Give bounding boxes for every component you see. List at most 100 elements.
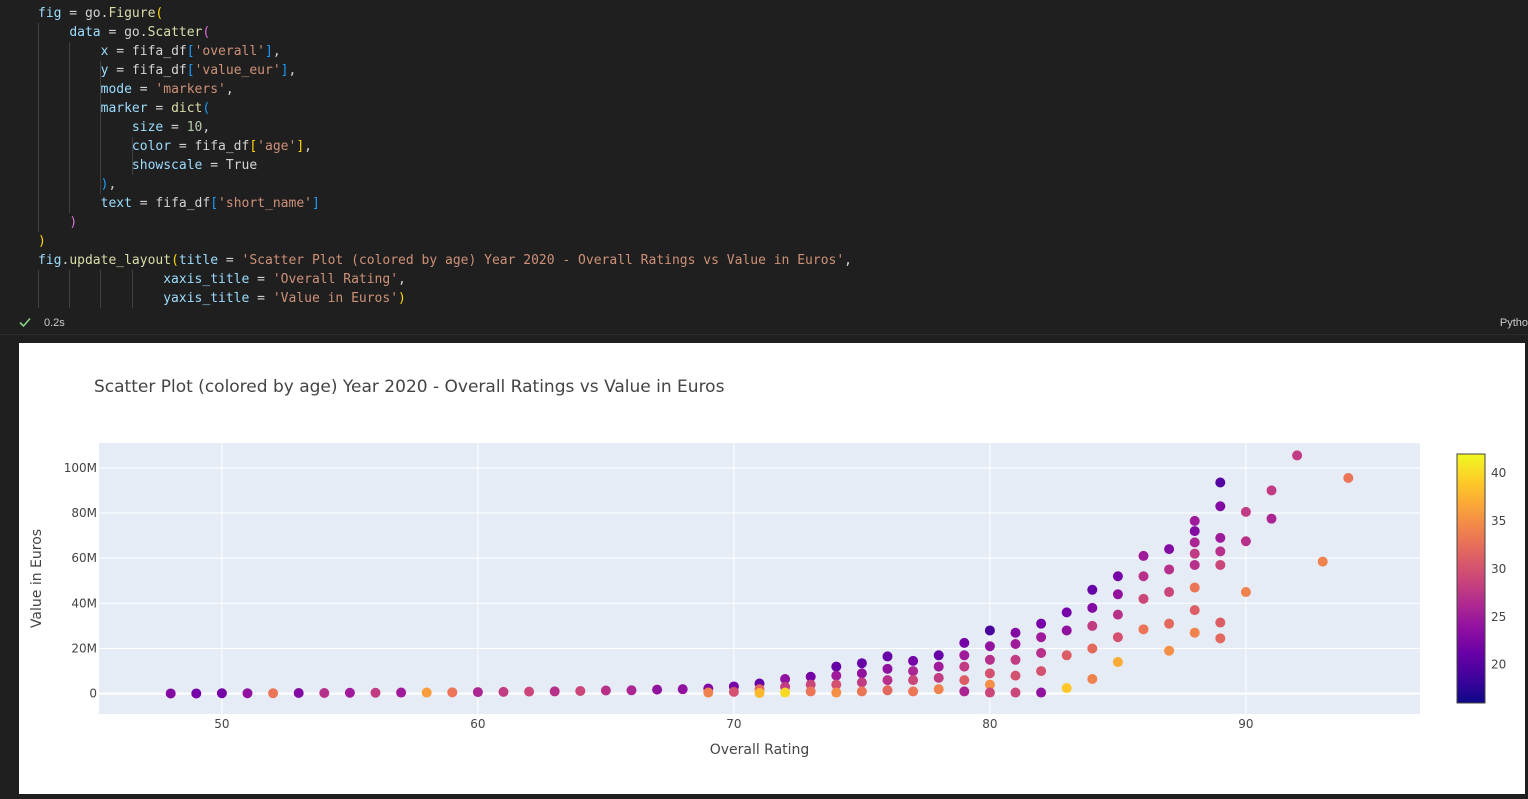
data-point[interactable] bbox=[856, 686, 867, 697]
data-point[interactable] bbox=[421, 687, 432, 698]
data-point[interactable] bbox=[524, 686, 535, 697]
data-point[interactable] bbox=[1266, 485, 1277, 496]
data-point[interactable] bbox=[1112, 609, 1123, 620]
data-point[interactable] bbox=[908, 655, 919, 666]
data-point[interactable] bbox=[856, 668, 867, 679]
data-point[interactable] bbox=[1036, 618, 1047, 629]
data-point[interactable] bbox=[498, 686, 509, 697]
plot-area[interactable] bbox=[99, 443, 1420, 714]
data-point[interactable] bbox=[1087, 584, 1098, 595]
colorbar[interactable] bbox=[1456, 453, 1486, 704]
code-line[interactable]: xaxis_title = 'Overall Rating', bbox=[38, 270, 406, 289]
data-point[interactable] bbox=[1164, 544, 1175, 555]
code-line[interactable]: ), bbox=[38, 175, 117, 194]
code-line[interactable]: ) bbox=[38, 232, 46, 251]
data-point[interactable] bbox=[984, 668, 995, 679]
code-line[interactable]: text = fifa_df['short_name'] bbox=[38, 194, 320, 213]
code-line[interactable]: y = fifa_df['value_eur'], bbox=[38, 61, 297, 80]
data-point[interactable] bbox=[1112, 632, 1123, 643]
data-point[interactable] bbox=[1061, 683, 1072, 694]
data-point[interactable] bbox=[1164, 645, 1175, 656]
data-point[interactable] bbox=[1189, 548, 1200, 559]
data-point[interactable] bbox=[319, 687, 330, 698]
data-point[interactable] bbox=[575, 685, 586, 696]
data-point[interactable] bbox=[1189, 559, 1200, 570]
plotly-output[interactable]: Scatter Plot (colored by age) Year 2020 … bbox=[19, 343, 1525, 794]
data-point[interactable] bbox=[959, 675, 970, 686]
data-point[interactable] bbox=[344, 687, 355, 698]
code-line[interactable]: size = 10, bbox=[38, 118, 210, 137]
data-point[interactable] bbox=[1292, 450, 1303, 461]
data-point[interactable] bbox=[1240, 587, 1251, 598]
data-point[interactable] bbox=[1138, 624, 1149, 635]
data-point[interactable] bbox=[447, 687, 458, 698]
data-point[interactable] bbox=[1010, 627, 1021, 638]
data-point[interactable] bbox=[882, 685, 893, 696]
code-line[interactable]: x = fifa_df['overall'], bbox=[38, 42, 281, 61]
data-point[interactable] bbox=[1138, 550, 1149, 561]
data-point[interactable] bbox=[831, 670, 842, 681]
data-point[interactable] bbox=[1087, 673, 1098, 684]
data-point[interactable] bbox=[780, 687, 791, 698]
data-point[interactable] bbox=[1215, 559, 1226, 570]
code-cell[interactable]: fig = go.Figure( data = go.Scatter( x = … bbox=[0, 0, 1528, 335]
data-point[interactable] bbox=[1189, 605, 1200, 616]
data-point[interactable] bbox=[882, 651, 893, 662]
code-editor[interactable]: fig = go.Figure( data = go.Scatter( x = … bbox=[0, 0, 1528, 312]
data-point[interactable] bbox=[396, 687, 407, 698]
data-point[interactable] bbox=[1164, 564, 1175, 575]
data-point[interactable] bbox=[1215, 477, 1226, 488]
data-point[interactable] bbox=[472, 687, 483, 698]
data-point[interactable] bbox=[728, 686, 739, 697]
data-point[interactable] bbox=[293, 687, 304, 698]
data-point[interactable] bbox=[1189, 526, 1200, 537]
code-line[interactable]: fig = go.Figure( bbox=[38, 4, 163, 23]
data-point[interactable] bbox=[1010, 654, 1021, 665]
data-point[interactable] bbox=[1189, 582, 1200, 593]
kernel-label[interactable]: Pytho bbox=[1499, 317, 1528, 329]
data-point[interactable] bbox=[882, 675, 893, 686]
data-point[interactable] bbox=[933, 650, 944, 661]
data-point[interactable] bbox=[703, 687, 714, 698]
data-point[interactable] bbox=[959, 686, 970, 697]
data-point[interactable] bbox=[984, 679, 995, 690]
data-point[interactable] bbox=[959, 650, 970, 661]
data-point[interactable] bbox=[1036, 632, 1047, 643]
code-line[interactable]: fig.update_layout(title = 'Scatter Plot … bbox=[38, 251, 852, 270]
data-point[interactable] bbox=[1138, 571, 1149, 582]
data-point[interactable] bbox=[165, 688, 176, 699]
data-point[interactable] bbox=[1087, 620, 1098, 631]
data-point[interactable] bbox=[1240, 536, 1251, 547]
data-point[interactable] bbox=[959, 637, 970, 648]
scatter-chart[interactable]: 50 60 70 80 90 0 20M 40M 60M 80M 100M Overall Ratin… bbox=[19, 343, 1525, 794]
code-line[interactable]: yaxis_title = 'Value in Euros') bbox=[38, 289, 406, 308]
data-point[interactable] bbox=[1138, 593, 1149, 604]
data-point[interactable] bbox=[1189, 515, 1200, 526]
data-point[interactable] bbox=[1240, 506, 1251, 517]
data-point[interactable] bbox=[370, 687, 381, 698]
data-point[interactable] bbox=[984, 641, 995, 652]
data-point[interactable] bbox=[1215, 501, 1226, 512]
data-point[interactable] bbox=[831, 687, 842, 698]
data-point[interactable] bbox=[1215, 633, 1226, 644]
data-point[interactable] bbox=[984, 625, 995, 636]
data-point[interactable] bbox=[933, 661, 944, 672]
data-point[interactable] bbox=[652, 684, 663, 695]
data-point[interactable] bbox=[754, 687, 765, 698]
data-point[interactable] bbox=[1010, 638, 1021, 649]
code-line[interactable]: mode = 'markers', bbox=[38, 80, 234, 99]
data-point[interactable] bbox=[856, 677, 867, 688]
data-point[interactable] bbox=[908, 675, 919, 686]
data-point[interactable] bbox=[780, 673, 791, 684]
data-point[interactable] bbox=[1215, 546, 1226, 557]
data-point[interactable] bbox=[959, 661, 970, 672]
data-point[interactable] bbox=[1164, 618, 1175, 629]
data-point[interactable] bbox=[1061, 650, 1072, 661]
data-point[interactable] bbox=[1215, 532, 1226, 543]
data-point[interactable] bbox=[1010, 670, 1021, 681]
data-point[interactable] bbox=[626, 685, 637, 696]
data-point[interactable] bbox=[1010, 687, 1021, 698]
code-line[interactable]: data = go.Scatter( bbox=[38, 23, 210, 42]
data-point[interactable] bbox=[1215, 617, 1226, 628]
data-point[interactable] bbox=[1061, 607, 1072, 618]
